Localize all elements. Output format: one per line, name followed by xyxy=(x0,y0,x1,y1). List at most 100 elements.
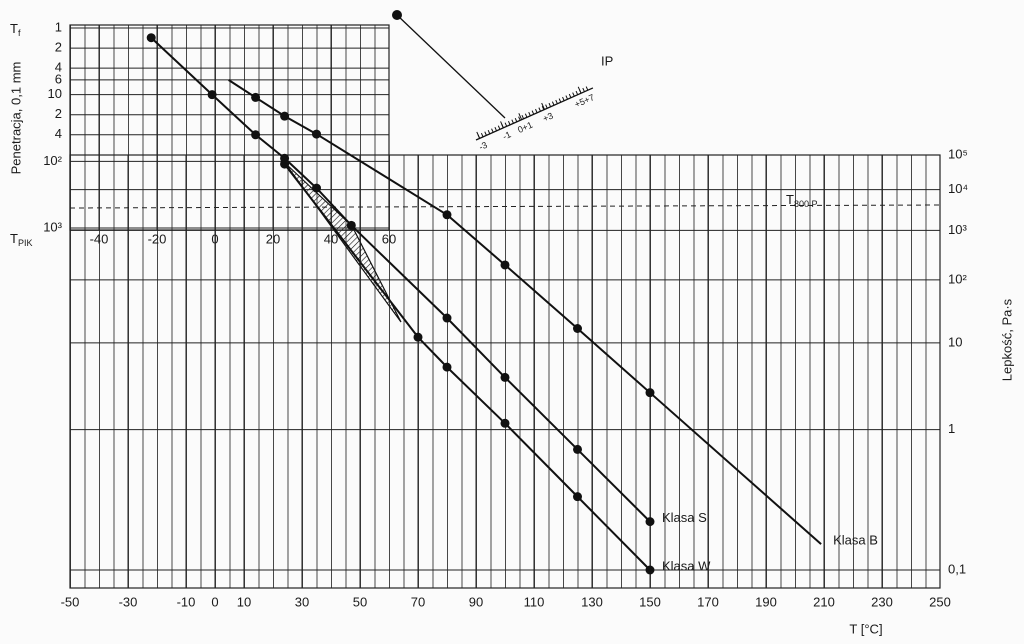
ip-minor-tick xyxy=(545,104,548,109)
ip-tick-label: +3 xyxy=(541,110,554,123)
ip-tick xyxy=(518,113,523,120)
ip-minor-tick xyxy=(548,102,552,107)
y-axis-title: Penetracja, 0,1 mm xyxy=(8,62,23,175)
y2-tick-label: 10⁵ xyxy=(948,146,968,161)
x-tick-label: -40 xyxy=(90,231,109,246)
x-tick-label: 40 xyxy=(324,231,338,246)
ip-minor-tick xyxy=(484,131,487,136)
x-tick-label: -50 xyxy=(61,594,80,609)
ip-minor-tick xyxy=(491,128,494,133)
y-tick-label: 2 xyxy=(55,40,62,55)
x-tick-label: -20 xyxy=(148,231,167,246)
series-line xyxy=(150,37,286,160)
data-point xyxy=(573,444,582,454)
data-point xyxy=(645,565,655,575)
ip-scale: -3-10+1+3+5+7 xyxy=(475,86,596,152)
tpik-subscript: PIK xyxy=(18,238,33,248)
ip-label: IP xyxy=(601,53,613,68)
x-tick-label: 110 xyxy=(524,594,545,609)
reference-label: T800 P xyxy=(786,192,817,209)
data-point xyxy=(645,517,655,527)
series-connector xyxy=(283,163,419,338)
y2-axis-title: Lepkość, Pa·s xyxy=(999,298,1014,381)
ip-minor-tick xyxy=(575,90,579,95)
ip-minor-tick xyxy=(497,125,501,130)
ip-tick xyxy=(541,102,545,110)
x-tick-label: -30 xyxy=(119,594,138,609)
y-tick-label: 4 xyxy=(55,126,62,141)
ip-minor-tick xyxy=(487,130,491,135)
x-tick-label: -10 xyxy=(177,594,196,609)
data-point xyxy=(146,33,156,43)
y-tick-label: 6 xyxy=(55,71,62,86)
reference-symbol: T xyxy=(786,192,794,207)
ip-minor-tick xyxy=(578,89,582,94)
data-point xyxy=(280,111,290,121)
data-point xyxy=(346,220,356,230)
ip-minor-tick xyxy=(562,96,565,101)
ip-minor-tick xyxy=(477,134,481,139)
data-point xyxy=(573,492,582,502)
ip-minor-tick xyxy=(514,117,518,123)
tf-label: Tf xyxy=(10,21,21,38)
ip-minor-tick xyxy=(541,105,545,110)
tf-symbol: T xyxy=(10,21,18,36)
series-line xyxy=(446,214,651,394)
ip-minor-tick xyxy=(538,107,541,112)
x-tick-label: 0 xyxy=(211,594,218,609)
ip-minor-tick xyxy=(531,110,535,115)
ip-minor-tick xyxy=(582,87,585,92)
ip-minor-tick xyxy=(507,120,511,126)
series-connector xyxy=(315,133,448,216)
x-tick-label: 10 xyxy=(237,594,251,609)
series-label: Klasa B xyxy=(833,533,878,548)
ip-tick-label: -1 xyxy=(501,129,512,141)
series-line xyxy=(315,187,651,523)
ip-pivot xyxy=(392,10,402,20)
ip-minor-tick xyxy=(501,123,504,129)
y-tick-label: 10 xyxy=(48,86,62,101)
x-tick-label: 150 xyxy=(639,594,661,609)
data-point xyxy=(500,260,510,270)
ip-minor-tick xyxy=(521,114,525,120)
x-tick-label: 60 xyxy=(382,231,396,246)
tpik-label: TPIK xyxy=(10,231,32,248)
x-tick-label: 30 xyxy=(295,594,309,609)
y-tick-label: 10³ xyxy=(43,219,62,234)
data-point xyxy=(500,372,510,382)
series-extension xyxy=(228,79,257,99)
x-tick-label: 250 xyxy=(929,594,951,609)
ip-minor-tick xyxy=(511,119,514,124)
x-tick-label: 0 xyxy=(211,231,218,246)
ip-minor-tick xyxy=(568,93,572,98)
x-axis-title: T [°C] xyxy=(849,621,882,636)
x-tick-label: 70 xyxy=(411,594,425,609)
tpik-symbol: T xyxy=(10,231,18,246)
y2-tick-label: 0,1 xyxy=(948,561,966,576)
y2-tick-label: 10² xyxy=(948,271,967,286)
ip-minor-tick xyxy=(504,122,508,127)
series-label: Klasa W xyxy=(662,558,711,573)
x-tick-label: 130 xyxy=(581,594,603,609)
y2-tick-label: 1 xyxy=(948,421,955,436)
data-point xyxy=(500,418,510,428)
ip-minor-tick xyxy=(524,113,528,118)
tf-subscript: f xyxy=(18,28,21,38)
y-tick-label: 1 xyxy=(55,19,62,34)
x-tick-label: 190 xyxy=(755,594,777,609)
minor-grid xyxy=(70,25,389,155)
reference-subscript: 800 P xyxy=(794,199,818,209)
x-tick-label: 20 xyxy=(266,231,280,246)
ip-minor-tick xyxy=(558,98,562,103)
series-label: Klasa S xyxy=(662,510,707,525)
x-tick-label: 210 xyxy=(813,594,835,609)
data-point xyxy=(573,324,582,334)
ip-tick-label: -3 xyxy=(477,140,488,152)
data-point xyxy=(207,90,217,100)
series-connector xyxy=(283,157,318,189)
ip-minor-tick xyxy=(528,111,531,117)
ip-minor-tick xyxy=(565,95,568,100)
minor-grid xyxy=(70,155,940,588)
ip-minor-tick xyxy=(494,126,498,132)
series-extension xyxy=(649,391,822,545)
